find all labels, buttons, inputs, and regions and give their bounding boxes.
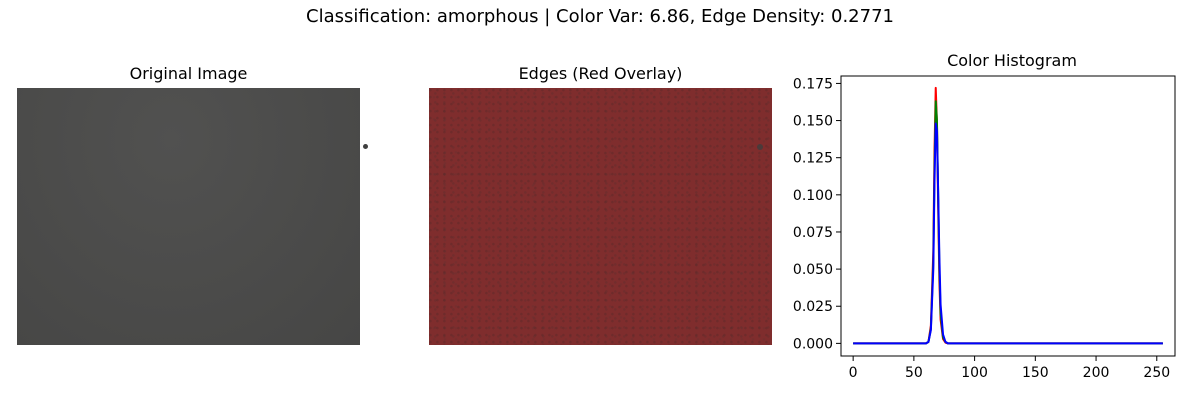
y-tick-label: 0.050 — [793, 262, 833, 278]
y-tick-label: 0.125 — [793, 151, 833, 167]
y-tick-label: 0.100 — [793, 188, 833, 204]
histogram-series-line-1 — [853, 100, 1163, 345]
original-image-title: Original Image — [129, 64, 248, 83]
x-tick-label: 100 — [961, 365, 988, 381]
histogram-frame — [840, 75, 1176, 357]
image-speck — [757, 144, 763, 150]
y-tick-label: 0.025 — [793, 299, 833, 315]
y-tick-label: 0.075 — [793, 225, 833, 241]
x-tick-label: 200 — [1083, 365, 1110, 381]
x-tick-label: 0 — [849, 365, 858, 381]
y-tick-label: 0.150 — [793, 114, 833, 130]
x-tick-label: 50 — [905, 365, 923, 381]
y-tick-label: 0.000 — [793, 336, 833, 352]
histogram-series-line-0 — [853, 86, 1163, 345]
histogram-axes: 0 50 100 150 200 250 0.000 0.025 0.050 0.075 0.100… — [793, 75, 1176, 381]
histogram-title: Color Histogram — [947, 51, 1077, 70]
figure-title: Classification: amorphous | Color Var: 6… — [306, 6, 894, 27]
y-tick-label: 0.175 — [793, 76, 833, 92]
original-image — [17, 88, 368, 345]
histogram-series-line-2 — [853, 122, 1163, 345]
image-speck — [363, 144, 368, 149]
edges-overlay-image — [429, 88, 772, 345]
color-histogram-chart: Color Histogram 0 50 100 150 200 250 0.000 0.02… — [793, 51, 1176, 381]
x-tick-label: 150 — [1022, 365, 1049, 381]
x-tick-label: 250 — [1143, 365, 1170, 381]
edges-overlay-title: Edges (Red Overlay) — [518, 64, 683, 83]
histogram-series-group — [853, 86, 1163, 345]
